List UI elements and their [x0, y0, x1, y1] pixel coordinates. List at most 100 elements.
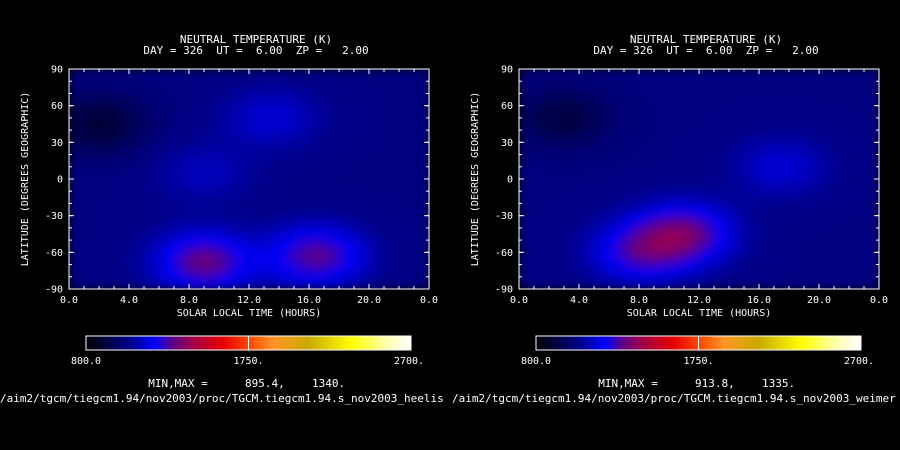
heatmap-cell: [541, 252, 550, 261]
heatmap-cell: [526, 91, 535, 99]
heatmap-cell: [316, 245, 325, 253]
heatmap-cell: [339, 171, 348, 180]
colorbar-segment: [359, 336, 363, 350]
heatmap-cell: [586, 164, 595, 173]
heatmap-cell: [751, 223, 760, 231]
colorbar-segment: [259, 336, 263, 350]
heatmap-cell: [174, 120, 183, 129]
heatmap-cell: [594, 186, 603, 195]
heatmap-cell: [121, 252, 130, 261]
heatmap-cell: [556, 142, 565, 151]
heatmap-cell: [331, 201, 340, 209]
heatmap-cell: [744, 230, 753, 239]
heatmap-cell: [301, 157, 310, 165]
heatmap-cell: [354, 230, 363, 239]
heatmap-cell: [166, 274, 175, 283]
heatmap-cell: [196, 157, 205, 165]
heatmap-cell: [129, 120, 138, 129]
heatmap-cell: [616, 201, 625, 209]
heatmap-cell: [159, 69, 168, 77]
heatmap-cell: [541, 127, 550, 136]
heatmap-cell: [354, 215, 363, 224]
heatmap-cell: [144, 267, 153, 275]
heatmap-cell: [234, 230, 243, 239]
heatmap-cell: [234, 208, 243, 217]
heatmap-cell: [279, 164, 288, 173]
heatmap-cell: [144, 186, 153, 195]
heatmap-cell: [369, 179, 378, 187]
heatmap-cell: [609, 105, 618, 114]
heatmap-cell: [354, 193, 363, 202]
heatmap-cell: [631, 259, 640, 268]
heatmap-cell: [91, 164, 100, 173]
heatmap-cell: [766, 267, 775, 275]
heatmap-cell: [849, 179, 858, 187]
heatmap-cell: [526, 267, 535, 275]
heatmap-cell: [271, 223, 280, 231]
heatmap-cell: [181, 230, 190, 239]
heatmap-cell: [91, 171, 100, 180]
heatmap-cell: [759, 91, 768, 99]
heatmap-cell: [541, 223, 550, 231]
heatmap-cell: [729, 120, 738, 129]
heatmap-cell: [804, 230, 813, 239]
colorbar-segment: [354, 336, 358, 350]
heatmap-cell: [151, 105, 160, 114]
heatmap-cell: [579, 164, 588, 173]
heatmap-cell: [789, 164, 798, 173]
heatmap-cell: [339, 105, 348, 114]
heatmap-cell: [811, 120, 820, 129]
heatmap-cell: [256, 98, 265, 107]
heatmap-cell: [564, 193, 573, 202]
heatmap-cell: [781, 179, 790, 187]
heatmap-cell: [294, 83, 303, 92]
heatmap-cell: [354, 259, 363, 268]
heatmap-cell: [759, 142, 768, 151]
heatmap-cell: [121, 281, 130, 289]
heatmap-cell: [354, 237, 363, 246]
heatmap-cell: [691, 135, 700, 143]
heatmap-cell: [316, 259, 325, 268]
heatmap-cell: [774, 201, 783, 209]
heatmap-cell: [646, 142, 655, 151]
heatmap-cell: [564, 281, 573, 289]
heatmap-cell: [841, 76, 850, 85]
heatmap-cell: [189, 113, 198, 121]
heatmap-cell: [159, 223, 168, 231]
x-tick-label: 16.0: [747, 295, 771, 306]
heatmap-cell: [256, 230, 265, 239]
heatmap-cell: [301, 186, 310, 195]
heatmap-cell: [316, 135, 325, 143]
heatmap-cell: [646, 252, 655, 261]
heatmap-cell: [601, 91, 610, 99]
heatmap-cell: [549, 223, 558, 231]
x-tick-label: 0.0: [870, 295, 888, 306]
colorbar-segment: [571, 336, 575, 350]
heatmap-cell: [399, 135, 408, 143]
heatmap-cell: [211, 113, 220, 121]
heatmap-cell: [91, 193, 100, 202]
heatmap-cell: [361, 259, 370, 268]
heatmap-cell: [736, 171, 745, 180]
heatmap-cell: [556, 127, 565, 136]
heatmap-cell: [339, 193, 348, 202]
heatmap-cell: [826, 245, 835, 253]
heatmap-cell: [249, 135, 258, 143]
heatmap-cell: [519, 76, 528, 85]
heatmap-cell: [616, 105, 625, 114]
heatmap-cell: [316, 127, 325, 136]
heatmap-cell: [166, 245, 175, 253]
heatmap-cell: [796, 157, 805, 165]
heatmap-cell: [721, 127, 730, 136]
heatmap-cell: [594, 69, 603, 77]
heatmap-cell: [241, 267, 250, 275]
heatmap-cell: [91, 113, 100, 121]
heatmap-cell: [534, 91, 543, 99]
colorbar-segment: [554, 336, 559, 350]
heatmap-cell: [699, 223, 708, 231]
heatmap-cell: [324, 135, 333, 143]
colorbar-segment: [796, 336, 800, 350]
heatmap-cell: [264, 113, 273, 121]
heatmap-cell: [204, 208, 213, 217]
heatmap-cell: [129, 76, 138, 85]
